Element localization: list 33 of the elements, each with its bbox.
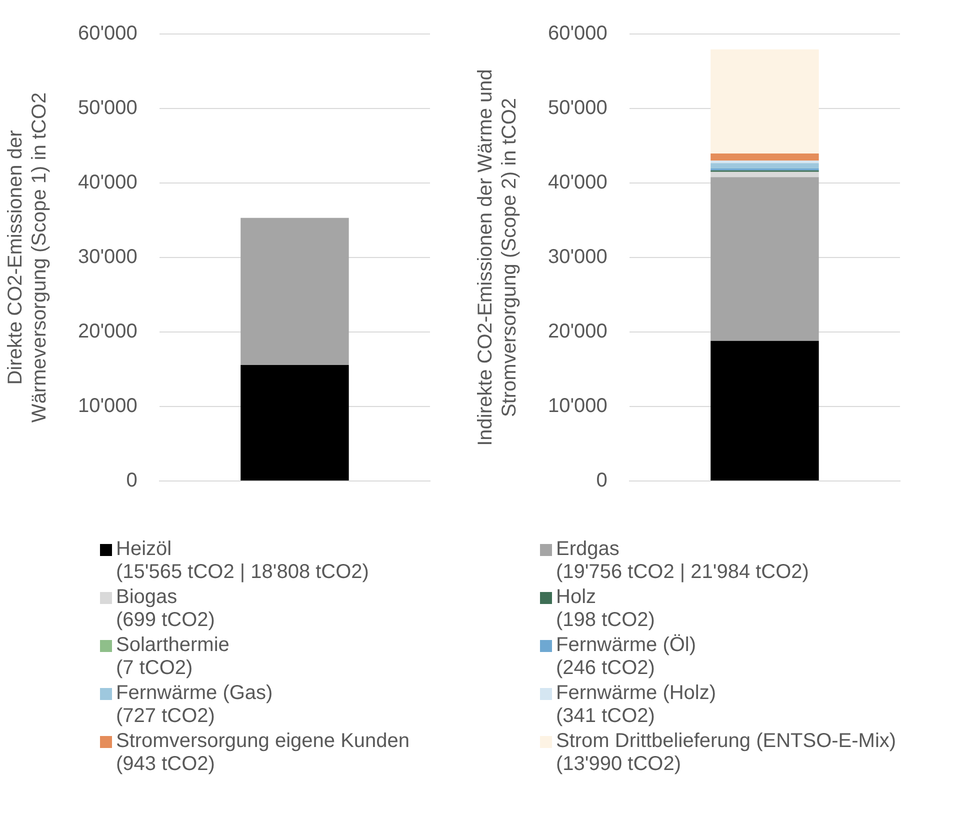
legend-label: Fernwärme (Gas) (727 tCO2) <box>116 682 273 728</box>
y-axis-title: Indirekte CO2-Emissionen der Wärme und Stromversorgung (Scope 2) in tCO2 <box>474 69 521 446</box>
y-tick-label: 50'000 <box>78 97 138 120</box>
y-tick-label: 30'000 <box>78 246 138 268</box>
bar <box>710 163 819 169</box>
bar <box>710 340 819 480</box>
legend-label: Solarthermie (7 tCO2) <box>116 634 230 680</box>
y-axis-title: Direkte CO2-Emissionen der Wärmeversorgung (Scope 1) in tCO2 <box>4 92 51 423</box>
legend-label: Strom Drittbelieferung (ENTSO-E-Mix) (13'990 tCO2) <box>556 730 896 776</box>
legend-label: Heizöl (15'565 tCO2 | 18'808 tCO2) <box>116 538 369 584</box>
y-tick-label: 60'000 <box>78 22 138 45</box>
y-tick-label: 40'000 <box>548 172 608 194</box>
bar <box>710 49 819 154</box>
y-tick-label: 50'000 <box>548 97 608 120</box>
bar <box>710 154 819 161</box>
legend-label: Biogas (699 tCO2) <box>116 586 215 632</box>
y-tick-label: 0 <box>126 470 138 492</box>
bar <box>710 177 819 341</box>
y-tick-label: 60'000 <box>548 22 608 45</box>
bar <box>710 160 819 164</box>
bar <box>710 172 819 178</box>
y-tick-label: 10'000 <box>78 395 138 418</box>
legend-label: Erdgas (19'756 tCO2 | 21'984 tCO2) <box>556 538 809 584</box>
legend-label: Fernwärme (Öl) (246 tCO2) <box>556 634 696 680</box>
y-tick-label: 0 <box>596 470 608 492</box>
y-tick-label: 40'000 <box>78 172 138 194</box>
y-tick-label: 30'000 <box>548 246 608 268</box>
y-tick-label: 10'000 <box>548 395 608 418</box>
y-tick-label: 20'000 <box>548 320 608 343</box>
y-tick-label: 20'000 <box>78 320 138 343</box>
legend-label: Holz (198 tCO2) <box>556 586 655 632</box>
legend-label: Stromversorgung eigene Kunden (943 tCO2) <box>116 730 410 776</box>
legend-label: Fernwärme (Holz) (341 tCO2) <box>556 682 716 728</box>
